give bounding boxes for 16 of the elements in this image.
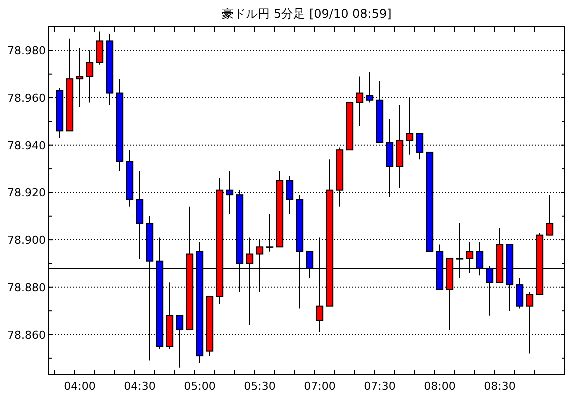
y-tick-label: 78.900 xyxy=(8,234,46,248)
x-tick-label: 04:00 xyxy=(64,380,96,393)
x-tick-label: 04:30 xyxy=(124,380,156,393)
x-tick-label: 08:30 xyxy=(484,380,516,393)
x-tick-label: 05:00 xyxy=(184,380,216,393)
x-tick-label: 05:30 xyxy=(244,380,276,393)
x-tick-label: 08:00 xyxy=(424,380,456,393)
y-tick-label: 78.860 xyxy=(8,328,46,342)
y-tick-label: 78.980 xyxy=(8,44,46,58)
y-tick-label: 78.960 xyxy=(8,92,46,106)
x-tick-label: 07:30 xyxy=(364,380,396,393)
x-tick-label: 07:00 xyxy=(304,380,336,393)
y-tick-label: 78.940 xyxy=(8,139,46,152)
y-tick-label: 78.920 xyxy=(8,186,46,200)
y-tick-label: 78.880 xyxy=(8,281,46,294)
title: 豪ドル円 5分足 [09/10 08:59] xyxy=(222,7,392,21)
